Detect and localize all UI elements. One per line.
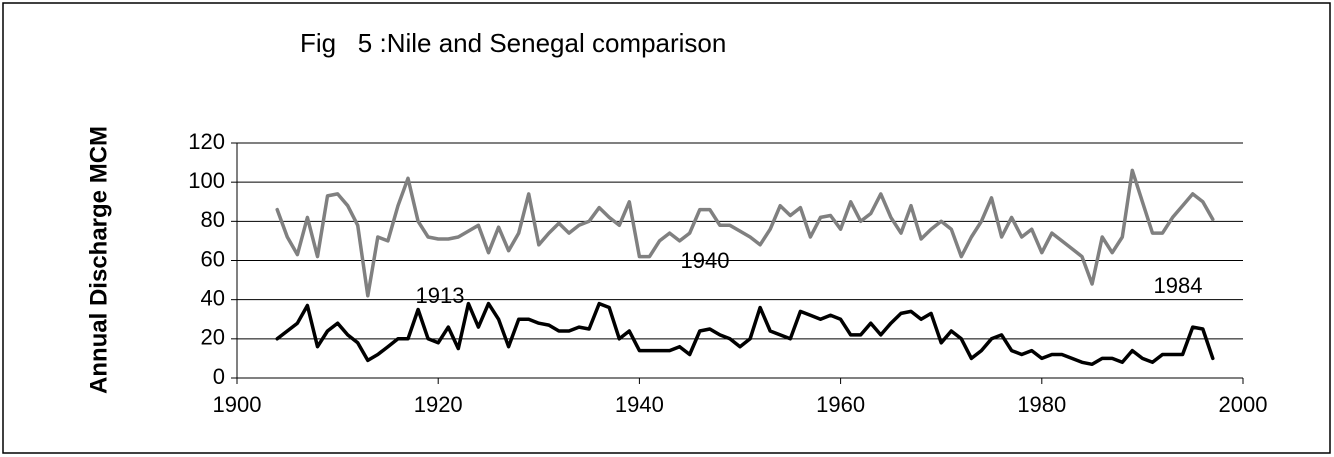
annotation: 1984	[1154, 273, 1203, 298]
y-axis-label: Annual Discharge MCM	[85, 126, 112, 394]
x-tick-label: 1940	[615, 392, 664, 417]
y-tick-label: 60	[201, 246, 225, 271]
y-tick-label: 120	[188, 129, 225, 154]
y-tick-label: 80	[201, 207, 225, 232]
annotation: 1940	[681, 248, 730, 273]
x-tick-label: 1920	[414, 392, 463, 417]
y-tick-label: 40	[201, 285, 225, 310]
y-tick-label: 0	[213, 364, 225, 389]
x-tick-label: 1900	[213, 392, 262, 417]
series-line	[275, 168, 1215, 298]
y-tick-label: 20	[201, 325, 225, 350]
annotation: 1913	[416, 283, 465, 308]
x-tick-label: 1960	[816, 392, 865, 417]
x-tick-label: 1980	[1017, 392, 1066, 417]
series-line	[275, 301, 1215, 367]
x-tick-label: 2000	[1219, 392, 1268, 417]
chart-title: Fig 5 :Nile and Senegal comparison	[300, 28, 726, 58]
y-tick-label: 100	[188, 168, 225, 193]
